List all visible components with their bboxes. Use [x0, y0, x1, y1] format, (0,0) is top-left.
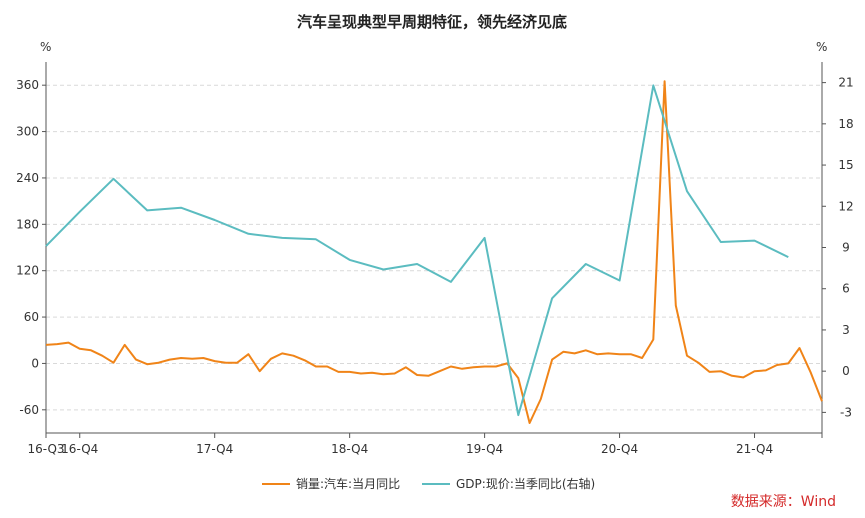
chart-title: 汽车呈现典型早周期特征，领先经济见底 — [297, 13, 567, 31]
left-y-tick-label: 240 — [16, 171, 39, 185]
x-tick-label: 19-Q4 — [466, 442, 503, 456]
series-line-sales — [45, 80, 823, 424]
series-line-gdp — [45, 84, 789, 417]
axes — [45, 62, 823, 434]
left-y-tick-label: 120 — [16, 264, 39, 278]
left-y-tick-label: 360 — [16, 78, 39, 92]
left-y-tick-label: 60 — [24, 310, 39, 324]
x-tick-label: 16-Q3 — [27, 442, 64, 456]
legend: 销量:汽车:当月同比 GDP:现价:当季同比(右轴) — [262, 476, 595, 491]
x-tick-label: 16-Q4 — [61, 442, 98, 456]
right-y-tick-label: 12 — [838, 199, 853, 213]
x-tick-label: 20-Q4 — [601, 442, 638, 456]
series-lines — [45, 80, 823, 424]
right-y-tick-label: 6 — [842, 282, 850, 296]
x-tick-label: 17-Q4 — [196, 442, 233, 456]
legend-label-sales: 销量:汽车:当月同比 — [296, 476, 400, 491]
left-y-tick-label: 0 — [31, 356, 39, 370]
x-tick-label: 18-Q4 — [331, 442, 368, 456]
left-axis-unit: % — [40, 40, 51, 54]
left-y-tick-label: 180 — [16, 217, 39, 231]
legend-label-gdp: GDP:现价:当季同比(右轴) — [456, 476, 595, 491]
right-y-tick-label: 9 — [842, 241, 850, 255]
left-y-tick-label: -60 — [19, 403, 39, 417]
right-y-tick-label: 18 — [838, 117, 853, 131]
x-tick-label: 21-Q4 — [736, 442, 773, 456]
right-y-tick-labels: -3 0 3 6 9 12 15 18 21 — [822, 76, 854, 419]
right-y-tick-label: 15 — [838, 158, 853, 172]
left-y-tick-label: 300 — [16, 125, 39, 139]
right-axis-unit: % — [816, 40, 827, 54]
right-y-tick-label: 0 — [842, 364, 850, 378]
right-y-tick-label: 3 — [842, 323, 850, 337]
right-y-tick-label: -3 — [840, 405, 852, 419]
grid-lines — [46, 84, 822, 411]
right-y-tick-label: 21 — [838, 76, 853, 90]
data-source: 数据来源：Wind — [731, 494, 836, 510]
left-y-tick-labels: -60 0 60 120 180 240 300 360 — [16, 78, 46, 417]
